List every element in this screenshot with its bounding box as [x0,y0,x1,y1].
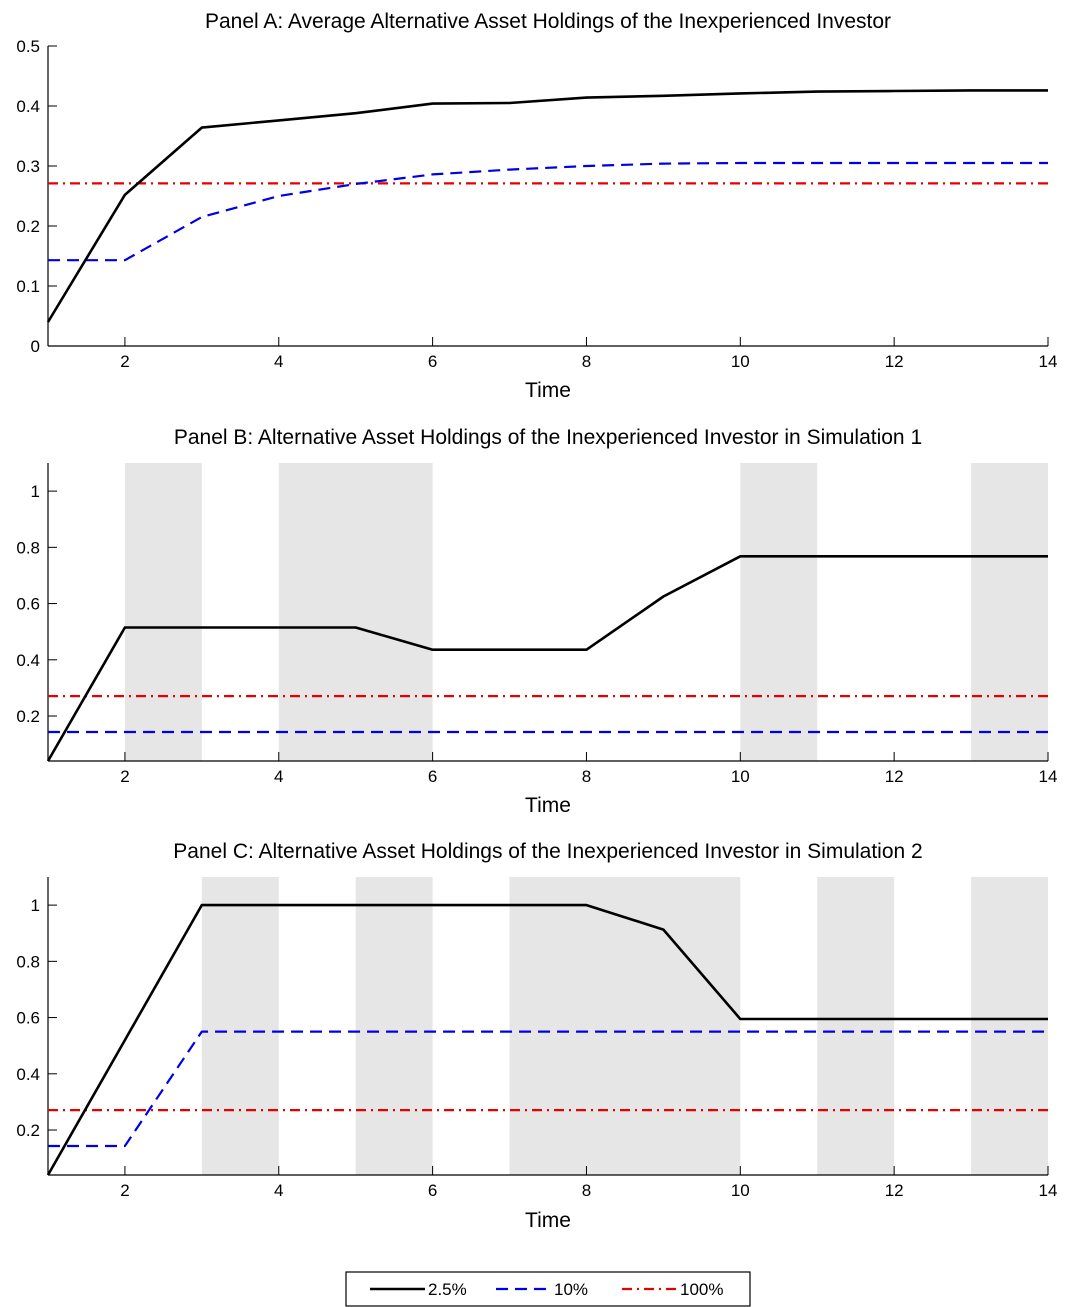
shaded-interval [201,877,279,1175]
x-tick-label: 12 [885,352,904,371]
panel-a: 2 4 6 8 10 12 14 0 0.1 0.2 0.3 0.4 0.5 Panel A: Avera… [16,10,1057,402]
x-tick-label: 10 [731,352,750,371]
y-tick-label: 0.4 [16,97,40,116]
x-tick-label: 4 [274,1181,283,1200]
legend-label: 2.5% [428,1280,467,1299]
x-tick-label: 6 [428,767,437,786]
x-tick-label: 4 [274,767,283,786]
x-tick-label: 8 [582,352,591,371]
shaded-interval [509,877,741,1175]
y-tick-label: 0.1 [16,277,40,296]
x-tick-label: 8 [582,767,591,786]
series-line-2-5pct [46,554,1048,762]
legend: 2.5% 10% 100% [345,1271,751,1307]
series-line-10pct [48,1030,1048,1148]
x-tick-label: 12 [885,1181,904,1200]
y-tick-label: 0.6 [16,1009,40,1028]
y-tick-label: 1 [31,482,40,501]
series-line-2-5pct [46,89,1048,323]
x-axis-label: Time [525,379,571,402]
x-tick-label: 10 [731,1181,750,1200]
x-tick-label: 2 [120,352,129,371]
shaded-interval [740,463,818,761]
y-tick-label: 0.4 [16,1065,40,1084]
x-tick-label: 2 [120,767,129,786]
y-tick-label: 0.8 [16,538,40,557]
panel-c: 2 4 6 8 10 12 14 0.2 0.4 0.6 0.8 1 Panel C: Alternat… [16,840,1057,1232]
y-tick-label: 0.5 [16,37,40,56]
x-tick-label: 14 [1039,352,1058,371]
panel-b: 2 4 6 8 10 12 14 0.2 0.4 0.6 0.8 1 Panel B: Alternat… [16,426,1057,817]
y-tick-label: 0.2 [16,217,40,236]
series-line-2-5pct [46,903,1048,1176]
x-axis-label: Time [525,1209,571,1232]
x-tick-label: 4 [274,352,283,371]
x-tick-label: 6 [428,352,437,371]
legend-label: 100% [680,1280,723,1299]
y-tick-label: 0.6 [16,595,40,614]
x-tick-label: 14 [1039,1181,1058,1200]
x-tick-label: 2 [120,1181,129,1200]
shaded-interval [971,877,1048,1175]
shaded-interval [817,877,895,1175]
y-tick-label: 0.4 [16,651,40,670]
y-tick-label: 0.2 [16,1121,40,1140]
y-tick-label: 1 [31,896,40,915]
chart-title: Panel B: Alternative Asset Holdings of t… [174,426,922,449]
x-axis-label: Time [525,794,571,817]
series-line-10pct [48,161,1048,262]
chart-title: Panel A: Average Alternative Asset Holdi… [205,10,891,33]
shaded-interval [971,463,1048,761]
y-tick-label: 0 [31,337,40,356]
shaded-interval [124,463,202,761]
x-tick-label: 8 [582,1181,591,1200]
y-tick-label: 0.3 [16,157,40,176]
y-tick-label: 0.2 [16,707,40,726]
shaded-interval [355,877,433,1175]
x-tick-label: 10 [731,767,750,786]
shaded-interval [278,463,433,761]
x-tick-label: 6 [428,1181,437,1200]
legend-label: 10% [554,1280,588,1299]
chart-title: Panel C: Alternative Asset Holdings of t… [173,840,922,863]
y-tick-label: 0.8 [16,952,40,971]
x-tick-label: 14 [1039,767,1058,786]
x-tick-label: 12 [885,767,904,786]
